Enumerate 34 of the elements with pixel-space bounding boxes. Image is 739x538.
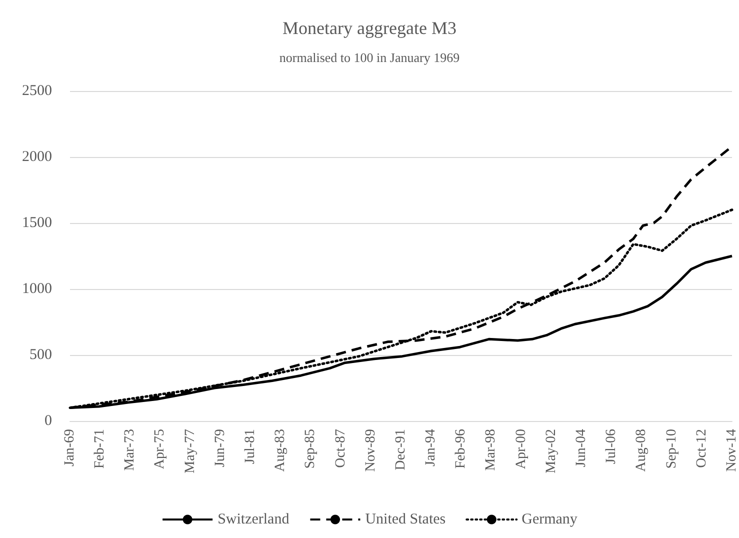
legend-label: Switzerland [218, 512, 290, 528]
x-tick-label: May-02 [544, 429, 559, 474]
x-tick-label: Oct-12 [694, 429, 710, 468]
y-tick-label: 2000 [22, 149, 52, 165]
x-tick-label: Nov-89 [363, 429, 378, 472]
x-tick-label: Aug-83 [273, 429, 288, 472]
x-tick-label: May-77 [182, 429, 198, 474]
x-tick-label: Jul-81 [242, 429, 258, 464]
x-tick-label: Jul-06 [604, 429, 620, 464]
x-tick-label: Mar-73 [122, 429, 138, 471]
x-tick-label: Feb-71 [92, 429, 108, 469]
x-tick-label: Apr-75 [152, 429, 168, 470]
x-tick-label: Dec-91 [393, 429, 408, 470]
y-tick-label: 2500 [22, 83, 52, 99]
x-tick-label: Jun-04 [574, 429, 590, 468]
y-tick-label: 1500 [22, 215, 52, 231]
x-tick-label: Jan-69 [62, 429, 78, 466]
legend-label: United States [365, 512, 446, 528]
x-tick-label: Apr-00 [514, 429, 529, 470]
y-tick-label: 0 [44, 413, 52, 429]
x-tick-label: Jun-79 [212, 429, 228, 468]
x-tick-label: Jan-94 [424, 429, 439, 466]
x-tick-label: Sep-85 [303, 429, 318, 469]
y-tick-label: 500 [30, 347, 52, 363]
legend-label: Germany [522, 512, 578, 528]
y-tick-label: 1000 [22, 281, 52, 297]
x-tick-label: Oct-87 [333, 429, 348, 468]
x-tick-label: Mar-98 [484, 429, 499, 471]
chart-title: Monetary aggregate M3 [282, 18, 456, 38]
chart-subtitle: normalised to 100 in January 1969 [279, 50, 460, 65]
x-tick-label: Sep-10 [664, 429, 680, 469]
x-tick-label: Feb-96 [454, 429, 469, 469]
x-tick-label: Aug-08 [634, 429, 650, 472]
x-tick-label: Nov-14 [724, 429, 739, 472]
